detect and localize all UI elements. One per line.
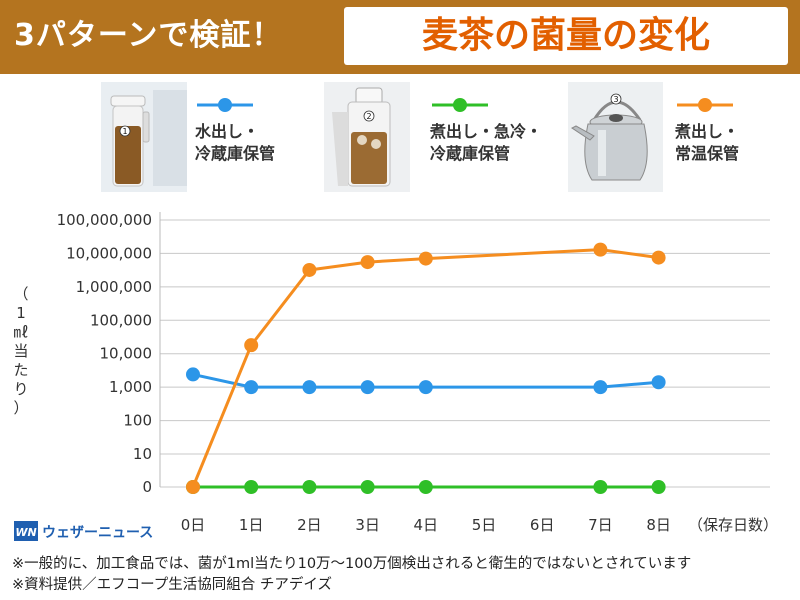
series-3-point: [360, 255, 375, 270]
x-tick-label: 4日: [414, 516, 439, 534]
weathernews-logo: WN ウェザーニュース: [14, 521, 153, 541]
footnote-hygiene: ※一般的に、加工食品では、菌が1ml当たり10万～100万個検出されると衛生的で…: [12, 556, 692, 572]
y-tick-label: 100: [123, 412, 152, 430]
series-2-point: [418, 480, 433, 494]
legend-label-3: 煮出し・ 常温保管: [675, 122, 740, 163]
series-3-point: [651, 250, 666, 265]
series-1-point: [302, 380, 317, 395]
y-tick-label: 100,000: [90, 311, 152, 329]
legend-marker-3: [677, 98, 733, 112]
photo-badge-3: 3: [613, 95, 618, 104]
series-3-point: [186, 480, 200, 494]
photo-badge-1: 1: [122, 127, 127, 136]
pitcher-2-photo: 2: [324, 82, 410, 192]
series-2-point: [244, 480, 259, 494]
photo-badge-2: 2: [366, 112, 371, 121]
legend-marker-1: [197, 98, 253, 112]
series-2-point: [302, 480, 317, 494]
svg-text:ウェザーニュース: ウェザーニュース: [42, 525, 153, 541]
series-2-point: [593, 480, 608, 494]
series-line-3: [191, 248, 659, 488]
legend-item-2: 煮出し・急冷・ 冷蔵庫保管: [430, 95, 560, 165]
series-1-point: [360, 380, 375, 395]
title-main: 麦茶の菌量の変化: [344, 7, 788, 65]
x-tick-label: 8日: [646, 516, 671, 534]
title-banner: 3パターンで検証！ 麦茶の菌量の変化: [0, 0, 800, 74]
legend-item-1: 水出し・ 冷蔵庫保管: [195, 95, 305, 165]
x-tick-label: 1日: [239, 516, 264, 534]
x-tick-label: 6日: [530, 516, 555, 534]
x-tick-label: 2日: [297, 516, 322, 534]
x-tick-label: 3日: [355, 516, 380, 534]
legend-marker-2: [432, 98, 488, 112]
y-tick-label: 100,000,000: [57, 211, 152, 229]
series-3-point: [302, 262, 317, 277]
legend-label-1: 水出し・ 冷蔵庫保管: [195, 122, 276, 163]
x-axis-unit: （保存日数）: [688, 516, 778, 534]
legend-item-3: 煮出し・ 常温保管: [675, 95, 785, 165]
y-tick-label: 1,000,000: [76, 278, 152, 296]
series-3-point: [418, 251, 433, 266]
x-tick-label: 5日: [472, 516, 497, 534]
y-tick-label: 1,000: [109, 378, 152, 396]
series-3-point: [593, 242, 608, 257]
y-tick-label: 10: [133, 445, 152, 463]
title-prefix: 3パターンで検証！: [14, 18, 283, 53]
footnote-source: ※資料提供／エフコープ生活協同組合 チアデイズ: [12, 577, 332, 593]
y-tick-label: 10,000: [100, 345, 153, 363]
series-1-point: [593, 380, 608, 395]
pitcher-1-photo: 1: [101, 82, 187, 192]
x-tick-label: 0日: [181, 516, 206, 534]
series-1-point: [651, 375, 666, 390]
x-tick-label: 7日: [588, 516, 613, 534]
svg-text:WN: WN: [15, 526, 36, 539]
kettle-3-photo: 3: [568, 82, 663, 192]
series-1-point: [418, 380, 433, 395]
series-1-point: [244, 380, 259, 395]
series-2-point: [651, 480, 666, 494]
y-tick-label: 0: [142, 478, 152, 496]
series-2-point: [360, 480, 375, 494]
series-3-point: [244, 338, 259, 353]
legend-label-2: 煮出し・急冷・ 冷蔵庫保管: [430, 122, 543, 163]
series-1-point: [186, 367, 200, 382]
y-tick-label: 10,000,000: [66, 244, 152, 262]
